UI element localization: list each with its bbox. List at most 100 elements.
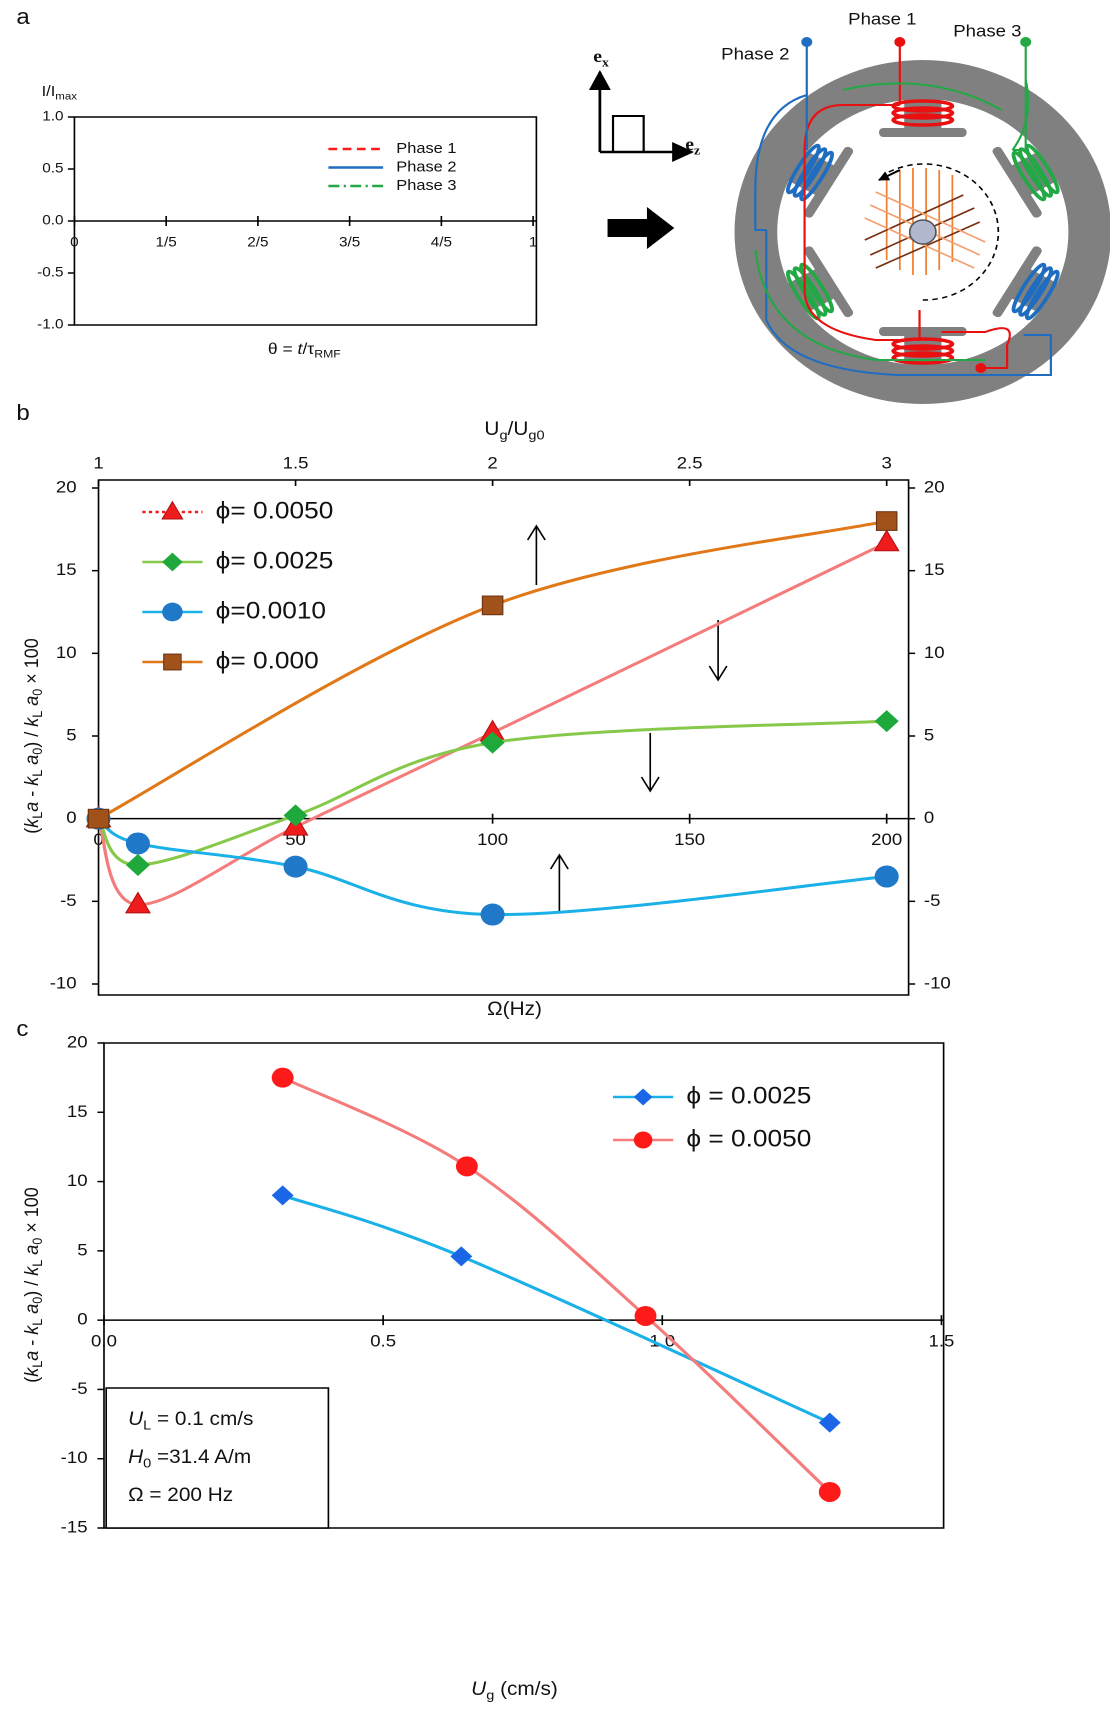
text-part: k: [20, 1366, 42, 1376]
y-tick-label: -1.0: [37, 317, 63, 332]
legend-label: ϕ = 0.0050: [686, 1125, 811, 1152]
marker: [875, 866, 899, 888]
text-part: 0: [30, 689, 46, 696]
pole-shoe: [879, 128, 967, 137]
y2-tick-label: 20: [924, 477, 945, 496]
text-part: × 100: [20, 1187, 42, 1238]
y-tick-label: -10: [50, 973, 77, 992]
marker: [164, 654, 181, 670]
text-part: k: [20, 716, 42, 726]
y2-tick-label: -10: [924, 973, 951, 992]
text-part: a: [20, 755, 42, 770]
text-part: g: [499, 427, 507, 442]
x-tick-label: 150: [674, 830, 705, 849]
text-part: e: [685, 135, 694, 155]
y-tick-label: 5: [66, 725, 76, 744]
legend-label: ϕ = 0.0025: [686, 1082, 811, 1109]
text-part: a: [20, 1245, 42, 1260]
panel-label: c: [16, 1016, 28, 1041]
marker: [875, 710, 899, 732]
x2-tick-label: 1.5: [283, 453, 309, 472]
y-tick-label: -5: [60, 891, 77, 910]
marker: [819, 1413, 841, 1433]
text-part: × 100: [20, 638, 42, 689]
marker: [162, 502, 182, 519]
text-part: -: [20, 786, 42, 802]
marker: [126, 832, 150, 854]
y-tick-label: 15: [67, 1102, 88, 1121]
shape: [975, 363, 986, 373]
y-tick-label: -5: [71, 1379, 88, 1398]
x-tick-label: 200: [871, 830, 902, 849]
x2-axis-label: Ug/Ug0: [484, 419, 544, 442]
text-part: a: [20, 696, 42, 711]
x-tick-label: 2/5: [247, 235, 268, 250]
y2-tick-label: 5: [924, 725, 934, 744]
marker: [126, 854, 150, 876]
x-tick-label: 1: [529, 235, 538, 250]
axis-symbol-label: ez: [685, 135, 700, 157]
x-tick-label: 1/5: [156, 235, 177, 250]
x-axis-label: θ = t/τRMF: [268, 340, 341, 361]
panel-label: a: [16, 4, 30, 29]
marker: [876, 512, 896, 531]
y-tick-label: 0: [66, 808, 76, 827]
text-part: (: [20, 1376, 42, 1383]
text-part: -: [20, 1335, 42, 1351]
text-part: g: [486, 1687, 494, 1702]
text-part: U: [128, 1409, 144, 1430]
marker: [272, 1185, 294, 1205]
y-tick-label: 5: [77, 1240, 87, 1259]
y-axis-label: (kLa - kL a0) / kL a0 × 100: [20, 1187, 45, 1383]
marker: [481, 904, 505, 926]
shape: [894, 37, 905, 47]
text-part: L: [30, 770, 46, 777]
y-tick-label: 0: [77, 1309, 87, 1328]
y-tick-label: -15: [61, 1517, 88, 1536]
text-part: L: [30, 812, 46, 819]
text-part: max: [55, 91, 77, 102]
legend-label: ϕ= 0.0050: [216, 497, 334, 524]
text-part: (cm/s): [494, 1679, 557, 1700]
y2-tick-label: 0: [924, 808, 934, 827]
x-tick-label: 0.5: [370, 1331, 396, 1350]
text-part: a: [20, 802, 42, 812]
text-part: L: [30, 711, 46, 718]
text-part: /U: [508, 419, 529, 440]
marker: [456, 1156, 478, 1176]
text-part: L: [30, 1260, 46, 1267]
text-part: U: [484, 419, 499, 440]
y2-tick-label: 15: [924, 560, 945, 579]
marker: [272, 1068, 294, 1088]
text-part: e: [593, 47, 602, 67]
legend-label: Phase 3: [396, 178, 456, 194]
legend-label: Phase 1: [396, 141, 456, 157]
text-part: I/I: [42, 84, 56, 100]
text-part: k: [20, 1265, 42, 1275]
text-part: a: [20, 1351, 42, 1361]
text-part: =31.4 A/m: [151, 1447, 251, 1468]
y-axis-label: I/Imax: [42, 84, 78, 103]
x-axis-label: Ug (cm/s): [471, 1679, 558, 1702]
x2-tick-label: 2.5: [677, 453, 703, 472]
text-part: = 0.1 cm/s: [151, 1409, 253, 1430]
x-tick-label: 0.0: [91, 1331, 117, 1350]
text-part: L: [143, 1417, 151, 1432]
x-tick-label: 1.5: [928, 1331, 954, 1350]
text-part: (: [20, 827, 42, 834]
x2-tick-label: 3: [882, 453, 892, 472]
y2-tick-label: -5: [924, 891, 941, 910]
text-part: k: [20, 775, 42, 785]
text-part: ) /: [20, 727, 42, 748]
x-axis-label: Ω(Hz): [487, 999, 542, 1020]
y-axis-label: (kLa - kL a0) / kL a0 × 100: [20, 638, 45, 834]
x-tick-label: 4/5: [431, 235, 452, 250]
text-part: L: [30, 1319, 46, 1326]
text-part: x: [602, 55, 609, 69]
shape: [1020, 37, 1031, 47]
marker: [162, 603, 182, 622]
text-part: z: [694, 143, 700, 157]
text-part: k: [20, 817, 42, 827]
marker: [284, 856, 308, 878]
figure: a b c: [0, 0, 1110, 1716]
